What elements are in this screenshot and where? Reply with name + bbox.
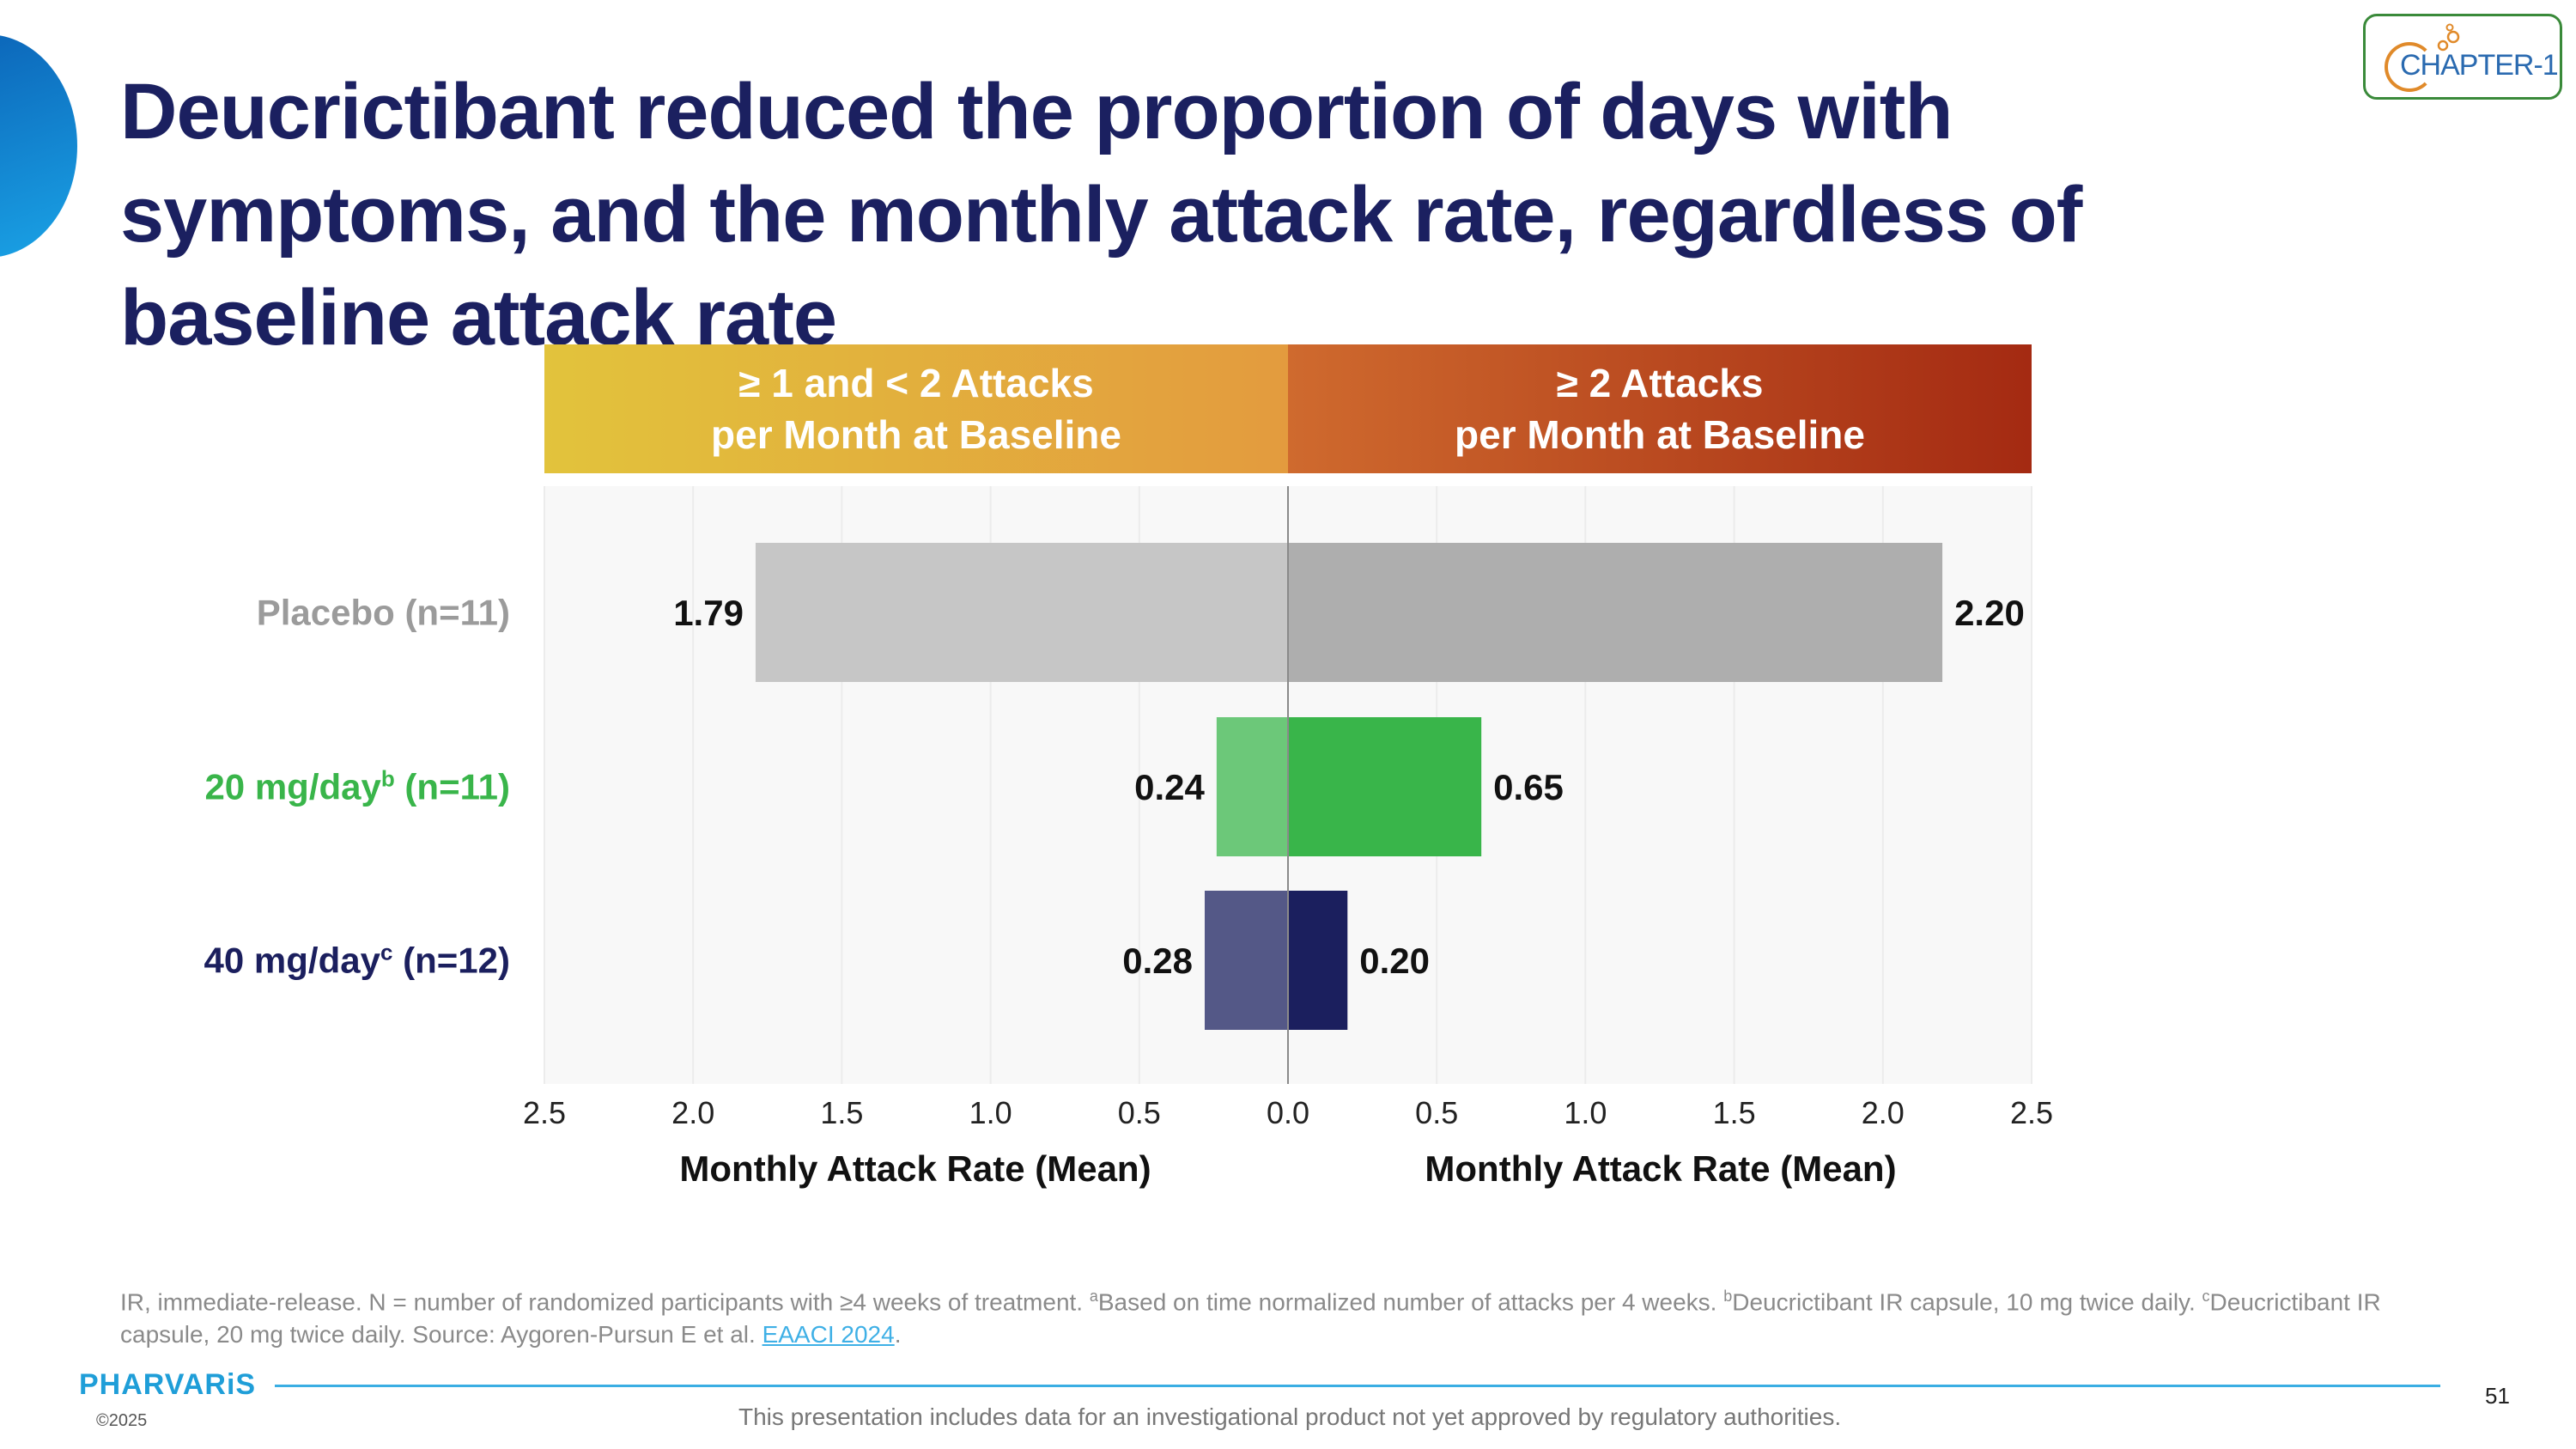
slide-title: Deucrictibant reduced the proportion of … — [120, 68, 2082, 362]
row-label-placebo: Placebo (n=11) — [256, 592, 510, 633]
tick-label-left: 0.5 — [1118, 1095, 1161, 1130]
tick-label-right: 2.5 — [2010, 1095, 2053, 1130]
x-axis-label-right: Monthly Attack Rate (Mean) — [1425, 1148, 1896, 1189]
plot-area — [544, 486, 2032, 1084]
logo-ring-icon — [2385, 42, 2434, 92]
logo-text: CHAPTER-1 — [2400, 49, 2559, 82]
source-link[interactable]: EAACI 2024 — [762, 1321, 895, 1349]
panel-header-left: ≥ 1 and < 2 Attacks per Month at Baselin… — [544, 344, 1288, 473]
copyright: ©2025 — [96, 1411, 148, 1430]
tick-label-left: 0.0 — [1267, 1095, 1309, 1130]
tick-label-right: 0.5 — [1415, 1095, 1458, 1130]
tick-label-left: 1.0 — [969, 1095, 1012, 1130]
tick-label-left: 1.5 — [820, 1095, 863, 1130]
footer-divider — [275, 1385, 2440, 1387]
panel-header-right: ≥ 2 Attacks per Month at Baseline — [1288, 344, 2032, 473]
tick-label-right: 1.0 — [1564, 1095, 1607, 1130]
panel-header-right-line1: ≥ 2 Attacks — [1556, 361, 1764, 405]
row-label-40mg: 40 mg/dayc (n=12) — [204, 939, 510, 981]
tick-label-left: 2.5 — [523, 1095, 566, 1130]
row-label-20mg: 20 mg/dayb (n=11) — [204, 765, 510, 807]
panel-header-left-line1: ≥ 1 and < 2 Attacks — [738, 361, 1094, 405]
tick-label-left: 2.0 — [671, 1095, 714, 1130]
decorative-circle — [0, 34, 77, 258]
panel-header-right-line2: per Month at Baseline — [1455, 412, 1865, 457]
tick-label-right: 1.5 — [1713, 1095, 1756, 1130]
page-number: 51 — [2485, 1383, 2510, 1409]
panel-header-left-line2: per Month at Baseline — [711, 412, 1121, 457]
chapter-1-logo: CHAPTER-1 — [2363, 14, 2562, 100]
footnote: IR, immediate-release. N = number of ran… — [120, 1288, 2381, 1349]
company-logo: PHARVARiS — [79, 1368, 257, 1401]
tick-label-right: 2.0 — [1862, 1095, 1905, 1130]
bubbles-icon — [2437, 23, 2460, 52]
disclaimer: This presentation includes data for an i… — [738, 1403, 1842, 1430]
x-axis-label-left: Monthly Attack Rate (Mean) — [679, 1148, 1151, 1189]
